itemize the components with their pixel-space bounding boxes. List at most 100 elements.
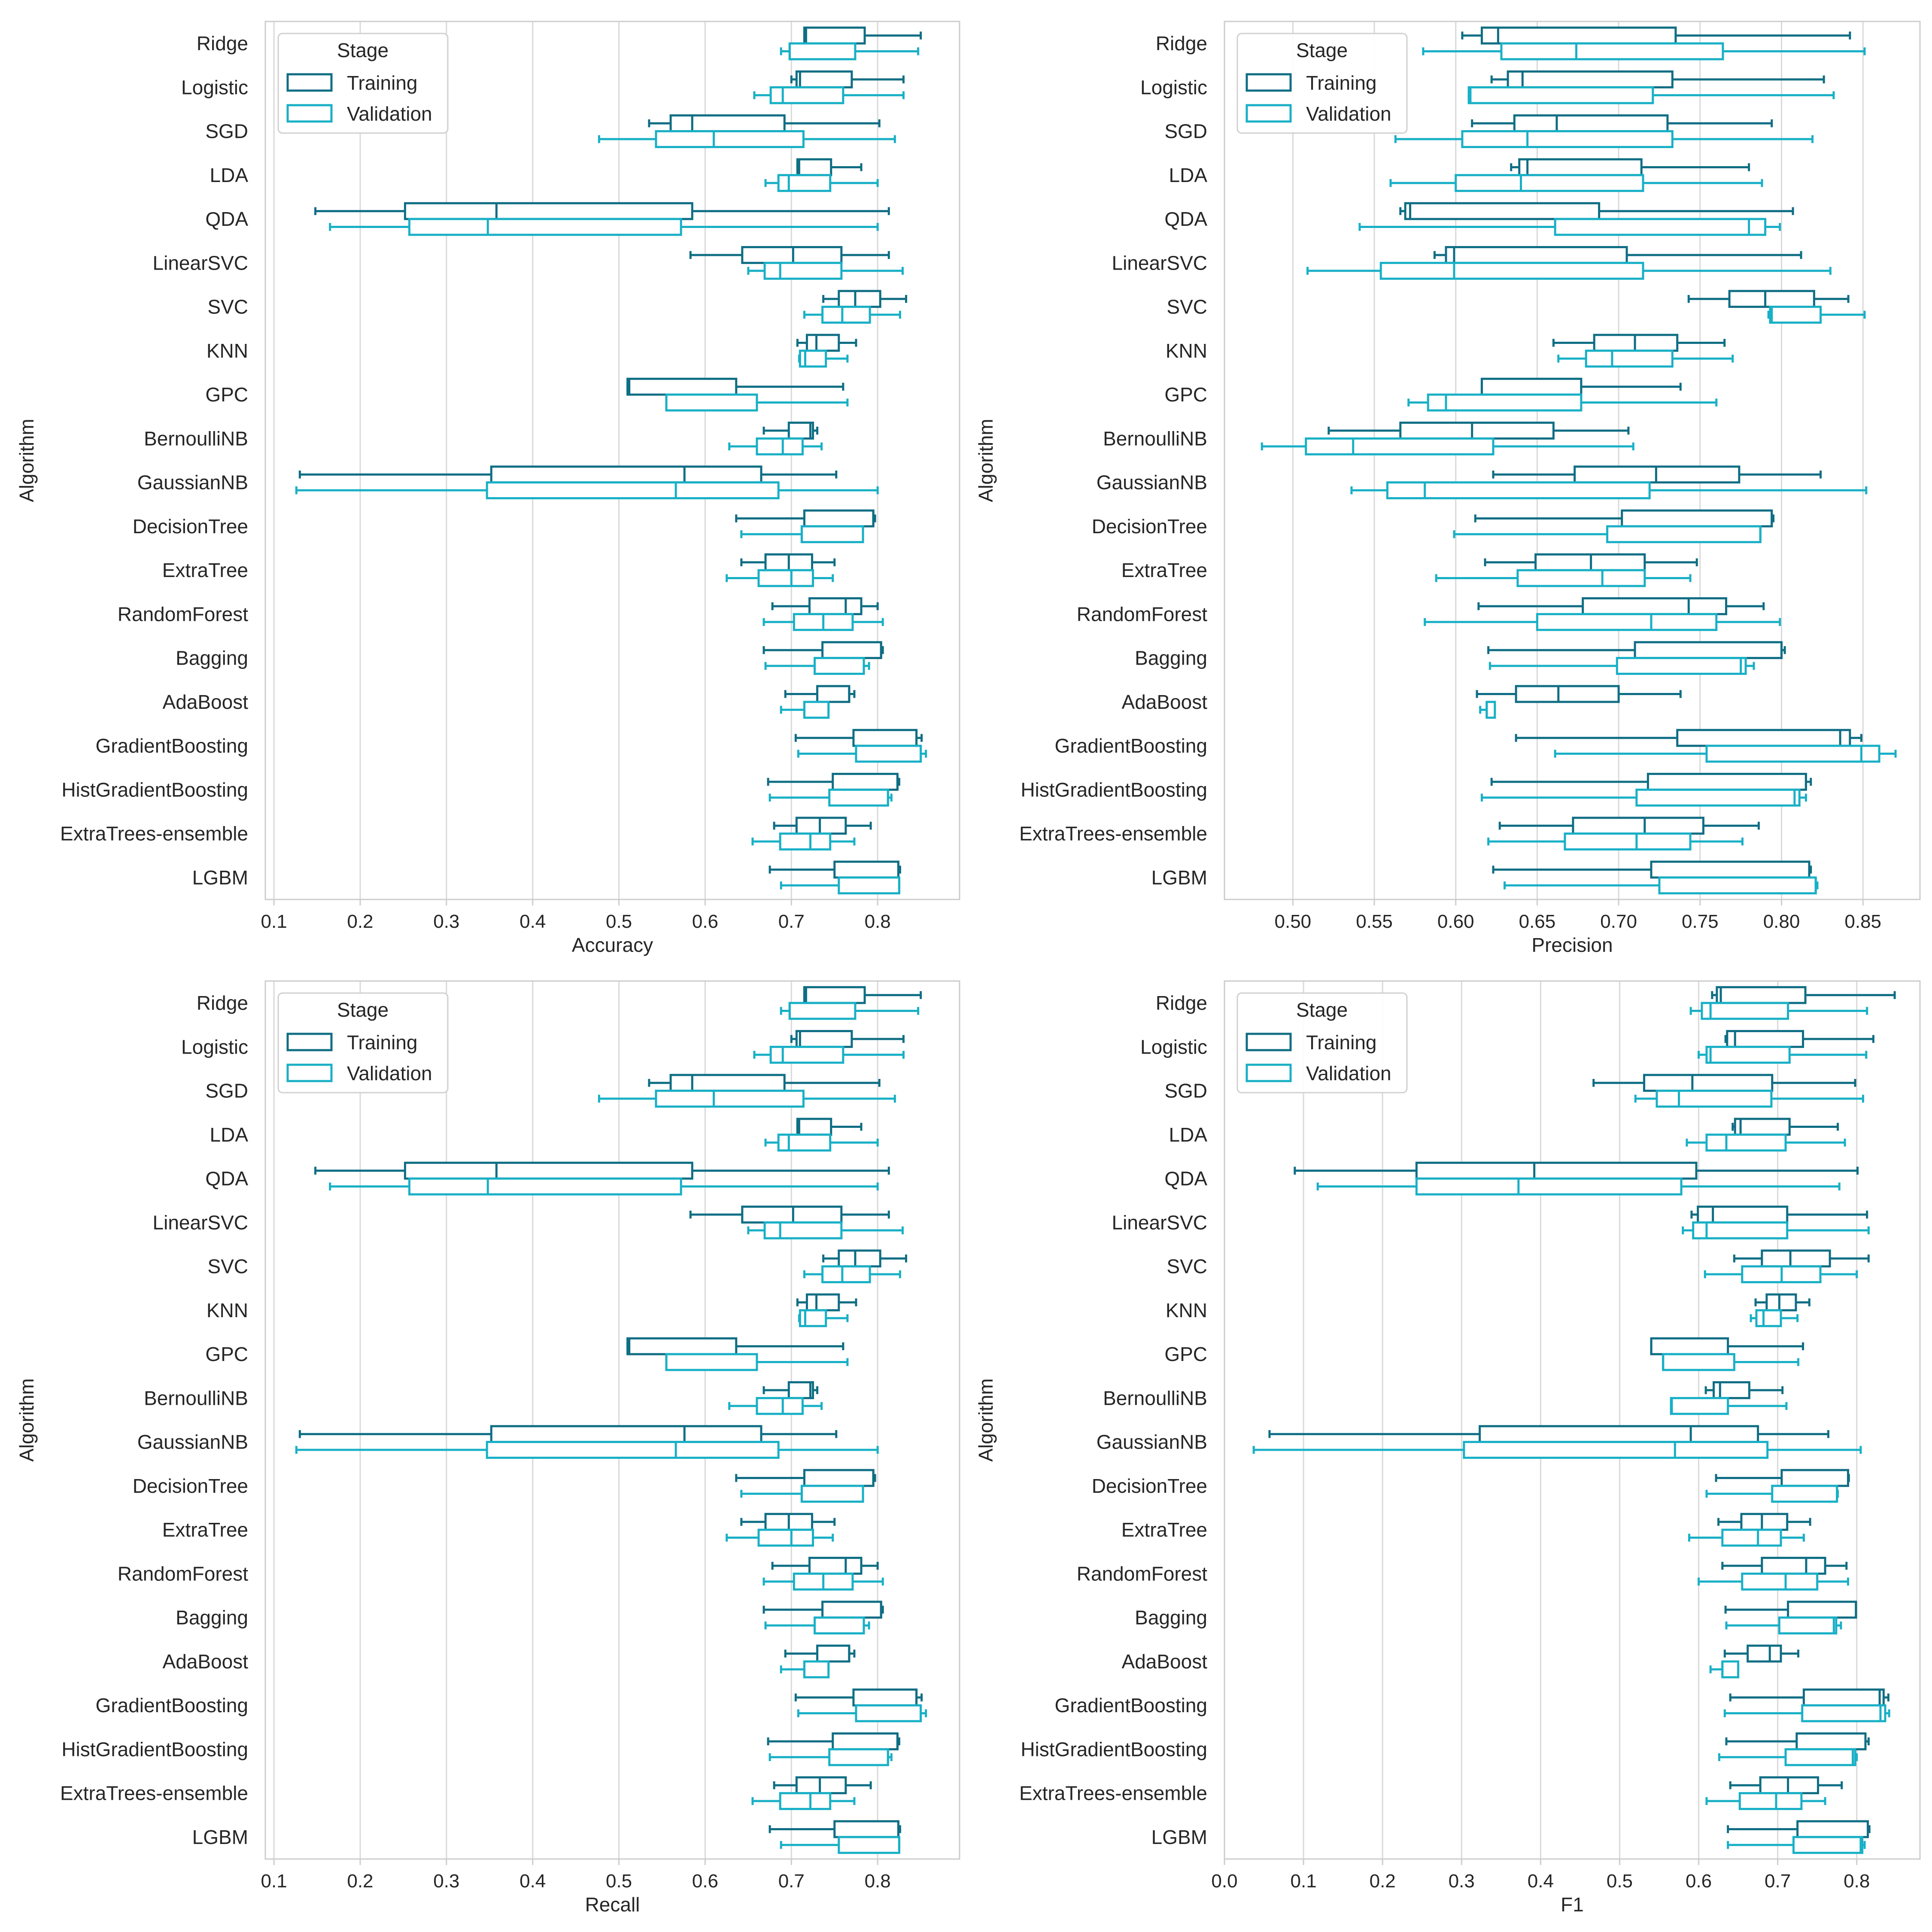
y-axis-label: Algorithm	[975, 1378, 997, 1461]
box-iqr	[404, 202, 693, 220]
legend-swatch-validation	[286, 1063, 333, 1082]
box-decisiontree-validation	[1453, 525, 1762, 544]
y-tick-label: LinearSVC	[153, 252, 248, 274]
y-tick-label: LDA	[210, 164, 249, 186]
legend-swatch-validation	[1245, 1063, 1292, 1082]
box-iqr	[855, 744, 922, 763]
box-randomforest-training	[771, 1557, 879, 1575]
box-iqr	[1616, 657, 1747, 675]
box-iqr	[838, 1836, 900, 1854]
box-ridge-training	[803, 26, 922, 45]
box-iqr	[1802, 1688, 1885, 1707]
box-linearsvc-validation	[1682, 1221, 1870, 1239]
box-iqr	[800, 525, 864, 544]
box-gradientboosting-validation	[1554, 744, 1897, 763]
box-lda-validation	[1686, 1133, 1846, 1152]
box-iqr	[756, 1397, 804, 1415]
box-iqr	[769, 1045, 844, 1064]
box-iqr	[1500, 42, 1724, 61]
box-iqr	[816, 1644, 851, 1663]
box-iqr	[769, 86, 844, 104]
x-axis-label: Accuracy	[572, 934, 653, 956]
box-iqr	[795, 817, 847, 835]
x-axis-label: Precision	[1531, 934, 1613, 956]
legend-title: Stage	[1296, 999, 1348, 1021]
x-tick-labels: 0.1 0.2 0.3 0.4 0.5 0.6 0.7 0.8	[261, 899, 891, 932]
y-tick-label: KNN	[207, 340, 248, 362]
box-iqr	[787, 422, 814, 440]
box-bagging-validation	[1725, 1616, 1842, 1634]
box-svc-validation	[1704, 1265, 1858, 1283]
box-bernoullinb-training	[1704, 1381, 1784, 1399]
x-axis-label: Recall	[585, 1893, 640, 1916]
box-extratree-validation	[726, 569, 834, 587]
grid-lines	[273, 981, 878, 1859]
box-randomforest-validation	[762, 613, 884, 631]
legend-swatch-training	[286, 1033, 333, 1051]
box-decisiontree-validation	[740, 1485, 864, 1503]
box-linearsvc-validation	[747, 261, 904, 280]
box-iqr	[796, 158, 832, 176]
box-iqr	[1795, 1732, 1867, 1750]
box-iqr	[1721, 1660, 1740, 1679]
box-gpc-training	[626, 1337, 844, 1355]
box-knn-validation	[798, 349, 849, 368]
y-tick-label: LGBM	[1151, 866, 1207, 889]
box-sgd-training	[1592, 1074, 1856, 1092]
y-tick-label: Logistic	[181, 1036, 248, 1058]
box-sgd-validation	[1394, 130, 1814, 148]
box-gpc-validation	[1407, 393, 1718, 412]
x-tick-label: 0.65	[1519, 911, 1556, 932]
y-tick-label: Ridge	[1156, 992, 1207, 1014]
box-iqr	[814, 1616, 865, 1634]
box-iqr	[808, 1557, 863, 1575]
box-knn-validation	[1750, 1309, 1799, 1327]
plot-frame	[264, 980, 960, 1860]
y-tick-label: ExtraTree	[1121, 1519, 1207, 1541]
box-iqr	[777, 1133, 832, 1152]
box-iqr	[1741, 1572, 1819, 1591]
box-iqr	[1796, 1820, 1869, 1838]
y-tick-label: KNN	[207, 1299, 248, 1321]
y-tick-label: GPC	[205, 383, 248, 406]
legend-label-training: Training	[347, 1031, 417, 1054]
y-tick-label: GaussianNB	[137, 471, 248, 494]
box-gradientboosting-training	[794, 1688, 923, 1707]
x-tick-label: 0.7	[778, 1871, 805, 1892]
box-iqr	[1771, 1485, 1838, 1503]
box-gaussiannb-validation	[1252, 1441, 1862, 1459]
box-lgbm-validation	[1504, 876, 1819, 895]
box-bagging-validation	[764, 1616, 870, 1634]
y-tick-label: GaussianNB	[1097, 1431, 1207, 1453]
y-tick-labels: Ridge Logistic SGD LDA QDA LinearSVC SVC KNN GPC…	[1019, 32, 1207, 889]
box-extratrees-ensemble-training	[773, 817, 872, 835]
box-histgradientboosting-validation	[1480, 788, 1807, 807]
box-iqr	[1480, 377, 1583, 396]
box-iqr	[1582, 597, 1728, 615]
legend-swatch-training	[1245, 73, 1292, 92]
box-randomforest-validation	[762, 1572, 884, 1591]
box-extratree-validation	[1688, 1528, 1805, 1547]
legend: Stage Training Validation	[277, 33, 449, 134]
box-iqr	[821, 641, 882, 659]
box-lgbm-training	[1727, 1820, 1871, 1838]
y-tick-label: QDA	[1164, 1167, 1207, 1190]
box-iqr	[1780, 1469, 1849, 1487]
box-logistic-validation	[753, 86, 905, 104]
box-iqr	[787, 1381, 814, 1399]
box-iqr	[1480, 26, 1677, 45]
box-decisiontree-training	[1474, 509, 1775, 528]
box-randomforest-validation	[1698, 1572, 1849, 1591]
chart-panel-accuracy: Ridge Logistic SGD LDA QDA LinearSVC SVC KNN GPC…	[15, 21, 960, 956]
y-tick-label: SGD	[205, 1080, 248, 1102]
box-lgbm-training	[769, 1820, 901, 1838]
x-tick-label: 0.80	[1763, 911, 1800, 932]
box-iqr	[1759, 1776, 1820, 1795]
y-tick-label: ExtraTree	[162, 559, 248, 581]
legend-swatch-training	[1245, 1033, 1292, 1051]
box-iqr	[490, 465, 762, 484]
chart-panel-f1: Ridge Logistic SGD LDA QDA LinearSVC SVC KNN GPC…	[975, 980, 1921, 1916]
y-tick-label: GradientBoosting	[1055, 735, 1207, 757]
box-iqr	[1784, 1748, 1856, 1766]
box-iqr	[1415, 1177, 1683, 1196]
